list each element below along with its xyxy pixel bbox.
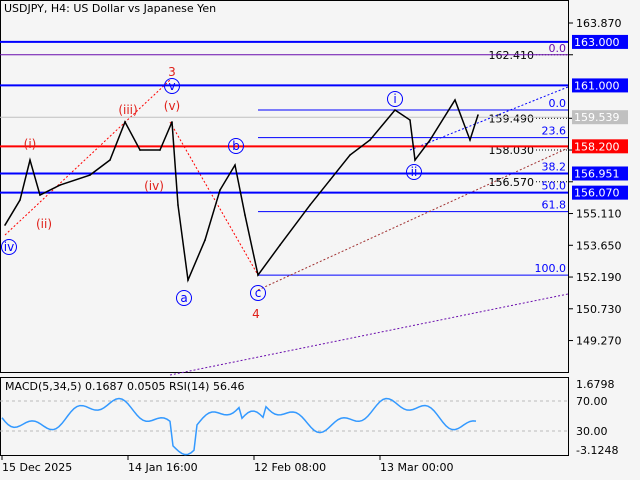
wave-label: (i) — [24, 137, 37, 151]
rsi-line — [1, 397, 477, 456]
price-point — [469, 139, 471, 141]
price-point — [409, 119, 411, 121]
x-tick-label: 13 Mar 00:00 — [380, 461, 453, 474]
wave-circle — [406, 164, 422, 180]
wave-label: a — [180, 291, 187, 305]
price-point — [429, 139, 431, 141]
price-badge — [572, 139, 628, 154]
price-point — [124, 121, 126, 123]
y-tick-label: 163.870 — [576, 17, 622, 30]
price-point — [171, 121, 173, 123]
fibo-label: 50.0 — [542, 180, 567, 193]
price-point — [177, 204, 179, 206]
indicator-tick-label: 1.6798 — [576, 378, 615, 391]
price-badge — [572, 34, 628, 49]
y-tick-label: 156.570 — [489, 176, 535, 189]
price-badge-label: 161.000 — [574, 79, 620, 92]
price-badge-label: 163.000 — [574, 36, 620, 49]
price-badge-label: 158.200 — [574, 140, 620, 153]
wave-label: 3 — [168, 65, 176, 79]
y-tick-label: 150.730 — [576, 303, 622, 316]
price-point — [394, 109, 396, 111]
wave-label: v — [168, 79, 175, 93]
fibo-label: 0.0 — [549, 97, 567, 110]
price-point — [234, 164, 236, 166]
x-tick-label: 15 Dec 2025 — [2, 461, 72, 474]
price-point — [159, 149, 161, 151]
y-tick-label: 159.490 — [489, 112, 535, 125]
trend-line — [169, 121, 259, 276]
trend-line — [4, 79, 171, 236]
trend-line — [257, 147, 569, 291]
wave-circle — [387, 91, 403, 107]
x-tick-label: 14 Jan 16:00 — [128, 461, 198, 474]
price-point — [187, 279, 189, 281]
price-badge-label: 159.539 — [574, 111, 620, 124]
wave-label: 4 — [252, 307, 260, 321]
price-point — [477, 114, 479, 116]
wave-label: (ii) — [36, 217, 52, 231]
price-point — [29, 159, 31, 161]
price-point — [4, 224, 6, 226]
y-tick-label: 152.190 — [576, 271, 622, 284]
indicator-frame — [0, 377, 569, 456]
wave-label: iv — [4, 240, 14, 254]
purple-level-label: 0.0 — [549, 42, 567, 55]
price-point — [139, 149, 141, 151]
main-plot-frame — [0, 0, 569, 373]
y-tick-label: 155.110 — [576, 208, 622, 221]
price-series — [4, 98, 479, 283]
price-point — [59, 184, 61, 186]
trend-line — [169, 293, 569, 376]
price-point — [257, 274, 259, 276]
price-point — [454, 99, 456, 101]
price-badge-label: 156.070 — [574, 187, 620, 200]
fibo-label: 100.0 — [535, 262, 567, 275]
price-point — [109, 159, 111, 161]
price-badge — [572, 166, 628, 181]
wave-circle — [164, 78, 180, 94]
price-badge — [572, 110, 628, 125]
fibo-label: 61.8 — [542, 199, 567, 212]
price-point — [414, 159, 416, 161]
wave-circle — [1, 239, 17, 255]
y-tick-label: 153.650 — [576, 239, 622, 252]
wave-label: ii — [411, 165, 418, 179]
indicator-tick-label: -3.1248 — [576, 444, 618, 457]
price-badge — [572, 185, 628, 200]
wave-label: b — [232, 139, 240, 153]
chart-title: USDJPY, H4: US Dollar vs Japanese Yen — [4, 2, 217, 15]
wave-circle — [250, 285, 266, 301]
price-point — [349, 154, 351, 156]
price-point — [279, 244, 281, 246]
price-point — [329, 179, 331, 181]
price-point — [309, 204, 311, 206]
price-point — [244, 214, 246, 216]
wave-circle — [176, 290, 192, 306]
x-tick-label: 12 Feb 08:00 — [254, 461, 326, 474]
price-point — [89, 174, 91, 176]
wave-label: i — [393, 92, 396, 106]
price-badge — [572, 78, 628, 93]
price-point — [204, 239, 206, 241]
wave-label: (v) — [164, 99, 180, 113]
wave-label: (iii) — [118, 103, 137, 117]
indicator-tick-label: 70.00 — [576, 395, 608, 408]
price-point — [369, 139, 371, 141]
price-badge-label: 156.951 — [574, 167, 620, 180]
price-point — [39, 194, 41, 196]
wave-label: (iv) — [144, 179, 164, 193]
wave-label: c — [255, 286, 262, 300]
trend-line — [409, 86, 569, 151]
wave-circle — [228, 138, 244, 154]
fibo-label: 38.2 — [542, 161, 567, 174]
y-tick-label: 149.270 — [576, 335, 622, 348]
indicator-label: MACD(5,34,5) 0.1687 0.0505 RSI(14) 56.46 — [5, 380, 245, 393]
fibo-label: 23.6 — [542, 125, 567, 138]
price-point — [219, 189, 221, 191]
indicator-tick-label: 30.00 — [576, 425, 608, 438]
price-point — [19, 199, 21, 201]
